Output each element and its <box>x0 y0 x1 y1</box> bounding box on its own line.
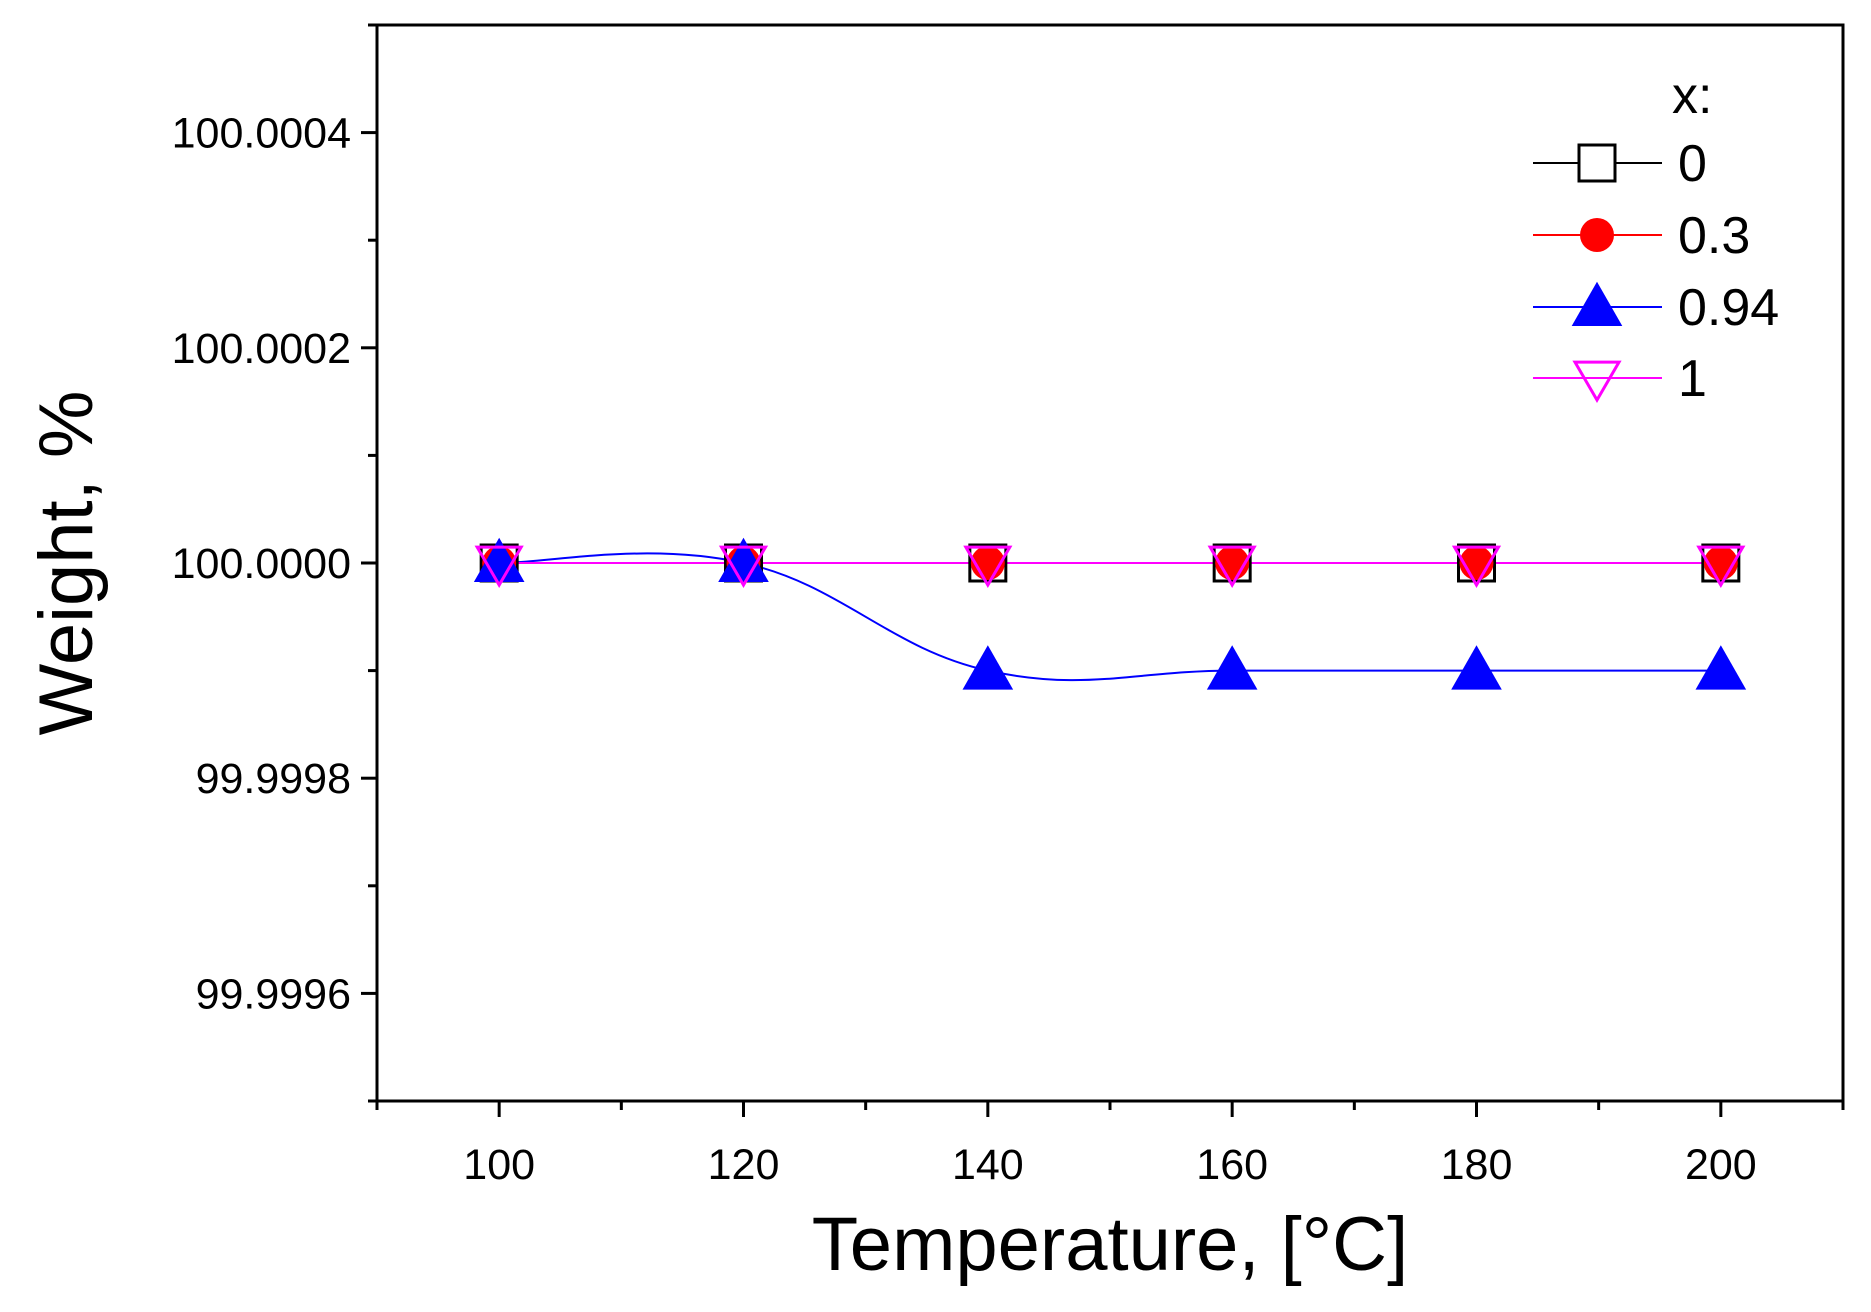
data-point <box>1207 545 1257 588</box>
legend-label: 0.94 <box>1678 279 1779 337</box>
legend-label: 0.3 <box>1678 207 1750 265</box>
x-axis-title: Temperature, [°C] <box>812 1202 1408 1287</box>
x-tick-label: 200 <box>1685 1141 1757 1189</box>
legend-marker <box>1580 218 1614 252</box>
y-tick-label: 99.9996 <box>196 970 351 1018</box>
series-layer <box>473 537 1747 690</box>
data-point <box>473 537 525 582</box>
y-axis-title: Weight, % <box>24 391 109 736</box>
legend-label: 1 <box>1678 350 1707 408</box>
data-point <box>1451 545 1502 588</box>
x-tick-label: 180 <box>1441 1141 1513 1189</box>
legend-marker <box>1571 281 1623 326</box>
data-point <box>718 537 769 582</box>
legend-item: 0.94 <box>1533 279 1779 337</box>
markers-0-94 <box>473 537 1747 690</box>
data-point <box>718 545 769 588</box>
legend-item: 0.3 <box>1533 207 1750 265</box>
legend-item: 1 <box>1533 350 1707 408</box>
markers-1 <box>474 545 1746 588</box>
legend-marker <box>1572 360 1622 403</box>
series-line <box>499 552 1721 682</box>
y-tick-label: 100.0004 <box>172 110 351 158</box>
y-tick-label: 99.9998 <box>196 755 351 803</box>
legend-title: x: <box>1672 67 1712 125</box>
x-tick-label: 120 <box>708 1141 780 1189</box>
series-0-94 <box>499 552 1721 682</box>
data-point <box>1695 645 1747 690</box>
x-tick-label: 100 <box>463 1141 535 1189</box>
y-tick-label: 100.0002 <box>172 325 351 373</box>
data-point <box>962 645 1014 690</box>
data-point <box>1451 645 1502 690</box>
legend: x: 0 0.3 0.94 1 <box>1533 67 1779 408</box>
data-point <box>963 545 1013 588</box>
legend-item: 0 <box>1533 135 1707 193</box>
x-tick-label: 140 <box>952 1141 1024 1189</box>
y-tick-label: 100.0000 <box>172 540 351 588</box>
legend-label: 0 <box>1678 135 1707 193</box>
legend-marker <box>1577 143 1617 183</box>
data-point <box>1696 545 1746 588</box>
x-axis: 100 120 140 160 180 200 <box>375 1101 1845 1189</box>
data-point <box>474 545 524 588</box>
data-point <box>1206 645 1258 690</box>
x-tick-label: 160 <box>1196 1141 1268 1189</box>
y-axis: 99.9996 99.9998 100.0000 100.0002 100.0004 <box>172 23 377 1103</box>
